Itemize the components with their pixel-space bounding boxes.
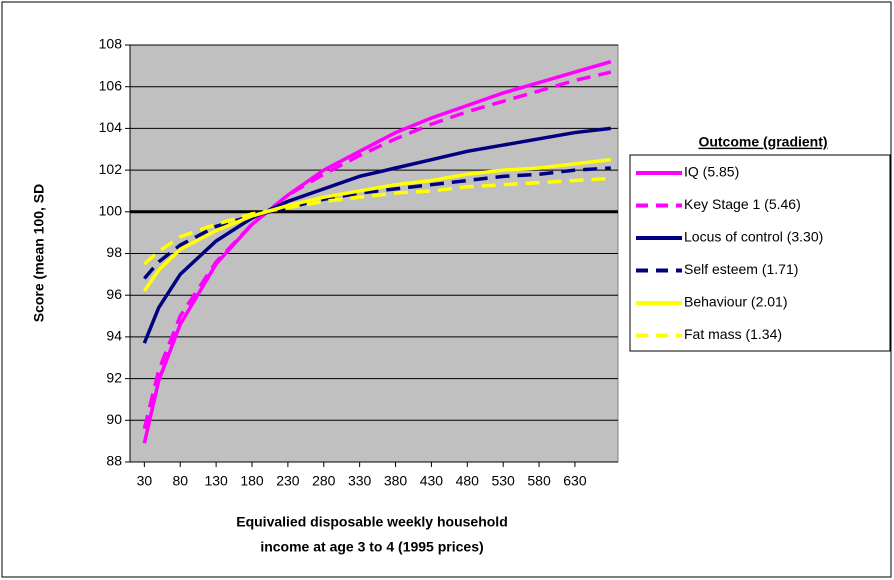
x-tick-label: 630 — [563, 473, 587, 489]
x-axis-label: income at age 3 to 4 (1995 prices) — [260, 539, 483, 555]
legend — [629, 154, 891, 352]
y-tick-label: 98 — [106, 244, 122, 260]
y-tick-label: 102 — [99, 161, 123, 177]
legend-label: Fat mass (1.34) — [684, 326, 782, 342]
x-tick-label: 30 — [137, 473, 153, 489]
y-tick-label: 90 — [106, 411, 122, 427]
x-tick-label: 430 — [420, 473, 444, 489]
series-line — [143, 166, 611, 280]
y-tick-label: 88 — [106, 453, 122, 469]
legend-label: Self esteem (1.71) — [684, 261, 798, 277]
legend-title: Outcome (gradient) — [698, 134, 827, 150]
x-tick-label: 130 — [204, 473, 228, 489]
x-tick-label: 480 — [456, 473, 480, 489]
series-line — [143, 176, 611, 266]
y-axis-label: Score (mean 100, SD — [31, 184, 47, 323]
series-line — [142, 70, 612, 430]
x-tick-label: 330 — [348, 473, 372, 489]
y-tick-label: 96 — [106, 286, 122, 302]
x-tick-label: 380 — [384, 473, 408, 489]
legend-label: IQ (5.85) — [684, 164, 739, 180]
legend-label: Key Stage 1 (5.46) — [684, 196, 801, 212]
y-tick-label: 100 — [99, 203, 123, 219]
y-tick-label: 108 — [99, 36, 123, 52]
series-line — [142, 59, 612, 444]
x-tick-label: 180 — [240, 473, 264, 489]
y-tick-label: 106 — [99, 77, 123, 93]
y-tick-label: 104 — [99, 119, 123, 135]
x-tick-label: 280 — [312, 473, 336, 489]
y-tick-label: 92 — [106, 369, 122, 385]
x-axis-label: Equivalied disposable weekly household — [236, 514, 508, 530]
series-line — [142, 157, 612, 293]
series-line — [142, 126, 612, 344]
x-tick-label: 580 — [527, 473, 551, 489]
x-tick-label: 230 — [276, 473, 300, 489]
x-tick-label: 80 — [172, 473, 188, 489]
x-tick-label: 530 — [491, 473, 515, 489]
legend-label: Locus of control (3.30) — [684, 229, 823, 245]
legend-label: Behaviour (2.01) — [684, 294, 788, 310]
y-tick-label: 94 — [106, 328, 122, 344]
